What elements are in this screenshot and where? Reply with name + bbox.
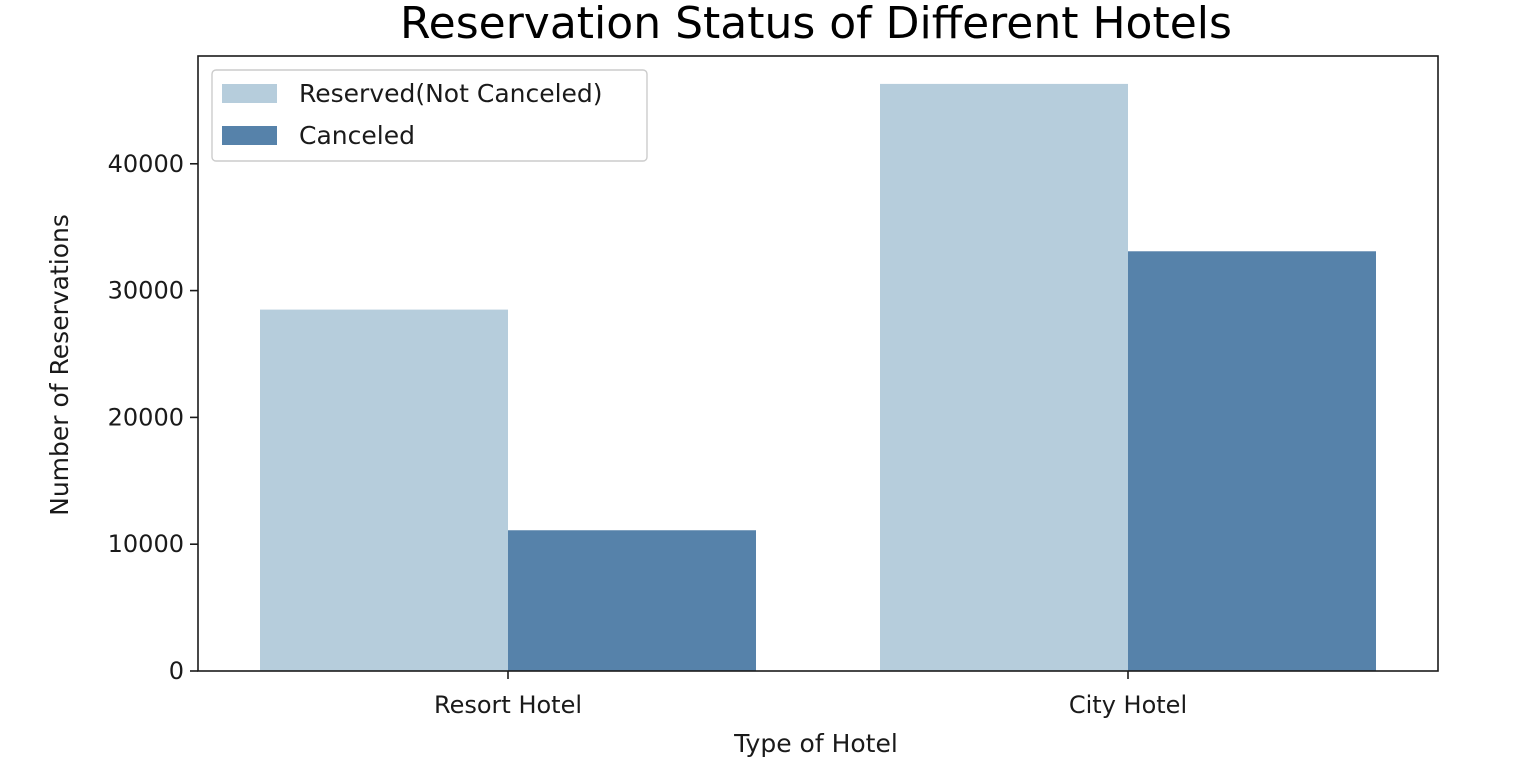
bars-layer: [260, 83, 1376, 671]
x-axis-label: Type of Hotel: [733, 729, 898, 758]
bar-resort-hotel-reserved-not-canceled: [260, 309, 508, 671]
x-tick-label: City Hotel: [1069, 691, 1187, 719]
y-axis-label: Number of Reservations: [45, 214, 74, 516]
legend-swatch: [222, 84, 277, 103]
legend-swatch: [222, 126, 277, 145]
y-tick-label: 40000: [108, 150, 184, 178]
legend-label: Reserved(Not Canceled): [299, 79, 603, 108]
x-axis: Resort Hotel City Hotel: [434, 671, 1187, 719]
y-tick-label: 10000: [108, 530, 184, 558]
legend: Reserved(Not Canceled) Canceled: [211, 69, 648, 162]
plot-frame: [197, 55, 1439, 672]
chart-title: Reservation Status of Different Hotels: [400, 0, 1232, 49]
y-tick-label: 30000: [108, 277, 184, 305]
y-axis: 0 10000 20000 30000 40000: [108, 150, 198, 685]
y-tick-label: 20000: [108, 403, 184, 431]
y-tick-label: 0: [169, 657, 184, 685]
x-tick-label: Resort Hotel: [434, 691, 582, 719]
legend-box: [211, 69, 648, 162]
bar-city-hotel-reserved-not-canceled: [880, 83, 1128, 671]
legend-label: Canceled: [299, 121, 415, 150]
bar-resort-hotel-canceled: [508, 530, 756, 671]
bar-city-hotel-canceled: [1128, 251, 1376, 671]
